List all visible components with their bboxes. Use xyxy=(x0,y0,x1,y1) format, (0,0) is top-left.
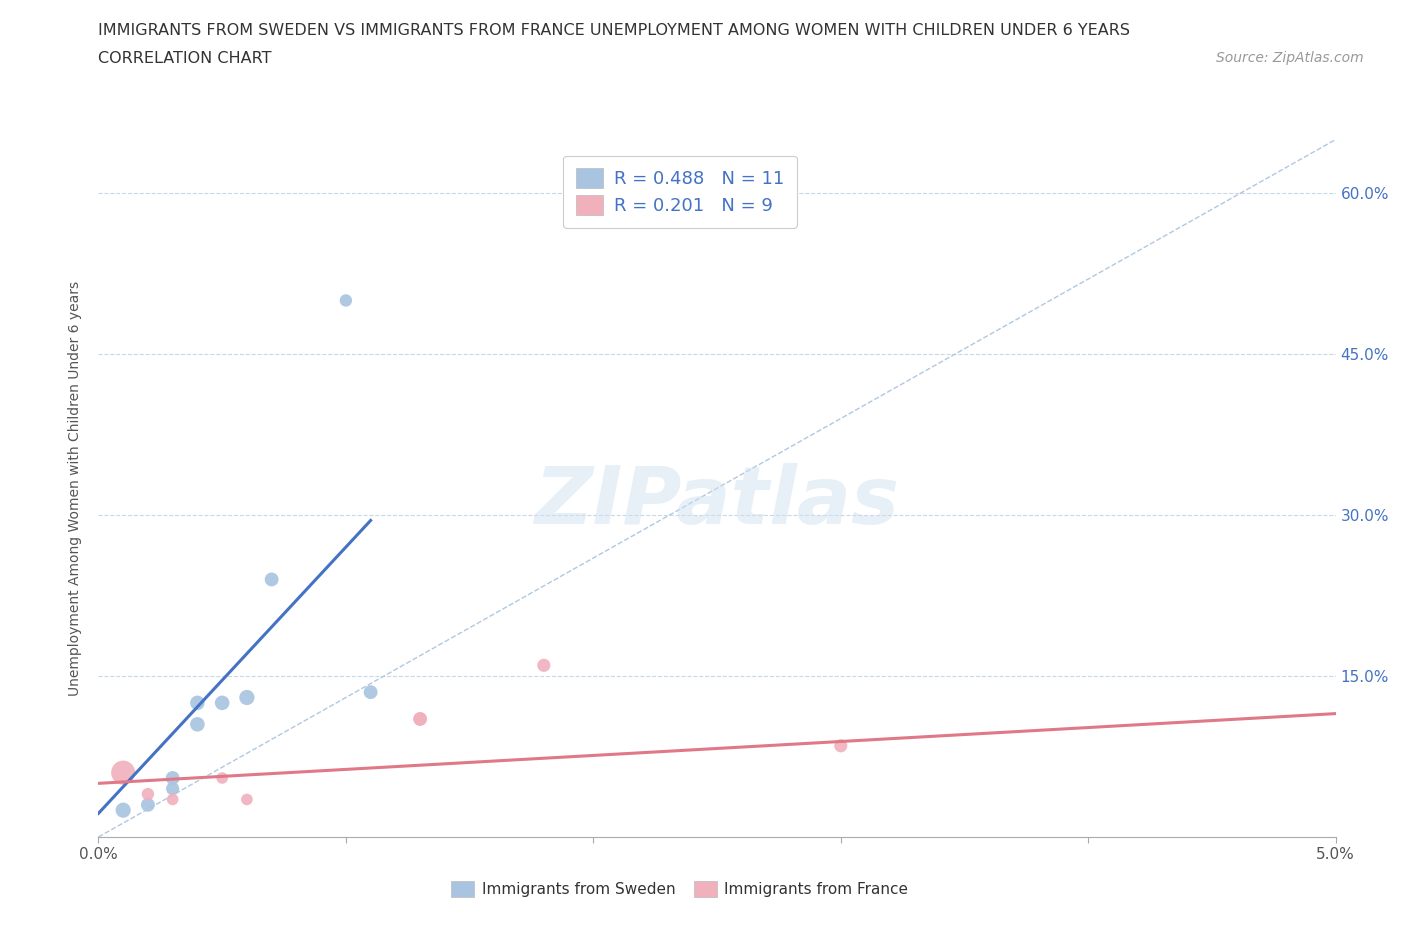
Point xyxy=(409,711,432,726)
Point xyxy=(136,797,159,812)
Point xyxy=(236,690,259,705)
Text: IMMIGRANTS FROM SWEDEN VS IMMIGRANTS FROM FRANCE UNEMPLOYMENT AMONG WOMEN WITH C: IMMIGRANTS FROM SWEDEN VS IMMIGRANTS FRO… xyxy=(98,23,1130,38)
Point xyxy=(211,771,233,786)
Point xyxy=(162,771,184,786)
Point xyxy=(186,696,208,711)
Point xyxy=(260,572,283,587)
Y-axis label: Unemployment Among Women with Children Under 6 years: Unemployment Among Women with Children U… xyxy=(69,281,83,696)
Point xyxy=(409,711,432,726)
Point xyxy=(112,765,135,780)
Point xyxy=(211,696,233,711)
Point xyxy=(830,738,852,753)
Point xyxy=(360,684,382,699)
Text: CORRELATION CHART: CORRELATION CHART xyxy=(98,51,271,66)
Point xyxy=(162,781,184,796)
Point xyxy=(533,658,555,672)
Point xyxy=(186,717,208,732)
Text: Source: ZipAtlas.com: Source: ZipAtlas.com xyxy=(1216,51,1364,65)
Point xyxy=(136,787,159,802)
Point xyxy=(162,792,184,807)
Legend: Immigrants from Sweden, Immigrants from France: Immigrants from Sweden, Immigrants from … xyxy=(439,870,921,910)
Point xyxy=(112,803,135,817)
Point xyxy=(236,792,259,807)
Text: ZIPatlas: ZIPatlas xyxy=(534,463,900,541)
Point xyxy=(335,293,357,308)
